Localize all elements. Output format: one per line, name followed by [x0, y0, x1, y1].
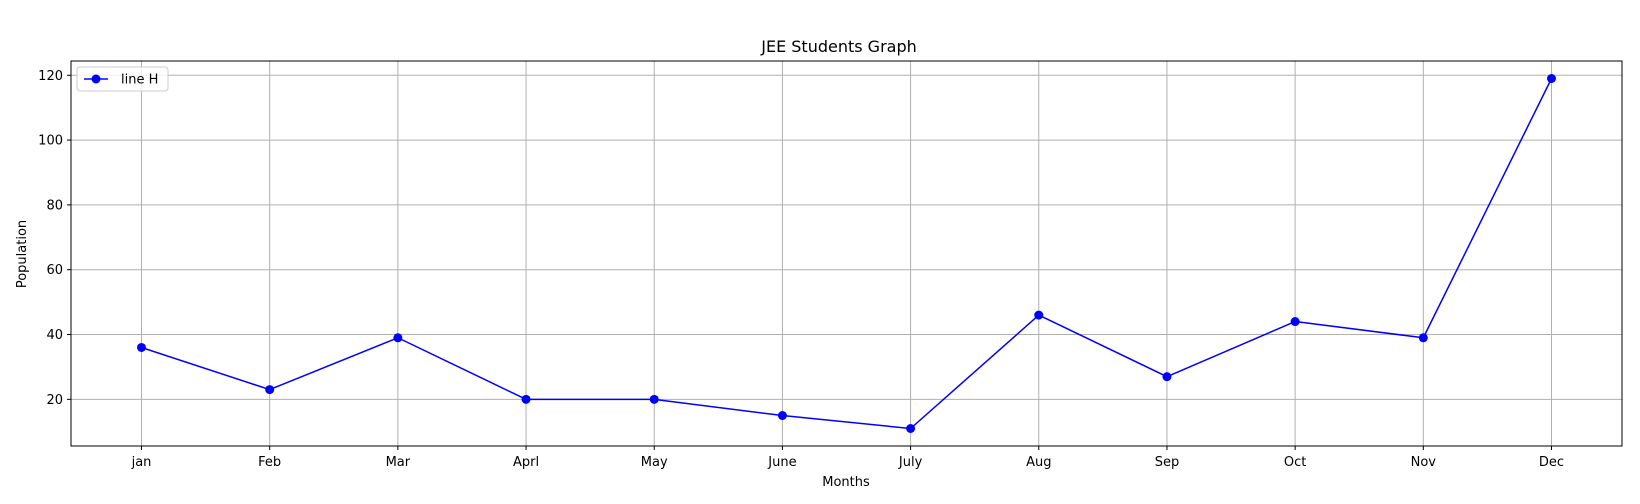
x-tick-label: July — [898, 455, 923, 470]
legend-dot-marker — [91, 74, 101, 84]
x-tick-label: Feb — [258, 455, 281, 470]
series-line — [141, 78, 1553, 430]
legend: line H — [76, 66, 169, 92]
x-tick-label: Mar — [386, 455, 411, 470]
y-tick-label: 60 — [46, 263, 63, 278]
plot-frame — [70, 60, 1623, 447]
y-tick-label: 80 — [46, 198, 63, 213]
legend-box — [76, 66, 169, 92]
data-point — [777, 411, 787, 421]
series-layer — [137, 74, 1556, 433]
x-axis-label: Months — [822, 475, 870, 490]
y-tick-label: 20 — [46, 393, 63, 408]
x-tick-label: Aprl — [513, 455, 539, 470]
x-tick-label: Oct — [1284, 455, 1306, 470]
y-tick-label: 120 — [38, 69, 63, 84]
x-tick-label: June — [767, 455, 796, 470]
x-tick-label: Dec — [1539, 455, 1564, 470]
data-point — [906, 424, 916, 433]
legend-label: line H — [121, 73, 158, 88]
y-tick-label: 100 — [38, 134, 63, 149]
data-point — [137, 342, 146, 352]
x-tick-label: Aug — [1026, 455, 1051, 470]
data-point — [1290, 317, 1300, 327]
plot-area — [70, 60, 1623, 447]
x-tick-label: May — [641, 455, 668, 470]
data-point — [1547, 74, 1556, 83]
chart-title: JEE Students Graph — [760, 37, 917, 56]
x-tick-label: jan — [131, 455, 152, 470]
data-point — [649, 394, 659, 404]
y-tick-label: 40 — [46, 328, 63, 343]
grid-lines — [71, 61, 1622, 446]
y-axis: 20 40 60 80 100 120 — [38, 69, 71, 408]
x-tick-label: Sep — [1155, 455, 1180, 470]
data-point — [265, 385, 275, 395]
x-axis: jan Feb Mar Aprl May June July Aug Sep Oct Nov Dec — [131, 446, 1564, 470]
data-point — [1034, 310, 1044, 320]
data-point — [521, 394, 531, 404]
y-axis-label: Population — [15, 220, 30, 288]
data-point — [1418, 333, 1428, 343]
data-point — [1162, 372, 1172, 382]
x-tick-label: Nov — [1411, 455, 1437, 470]
data-point — [393, 333, 403, 343]
